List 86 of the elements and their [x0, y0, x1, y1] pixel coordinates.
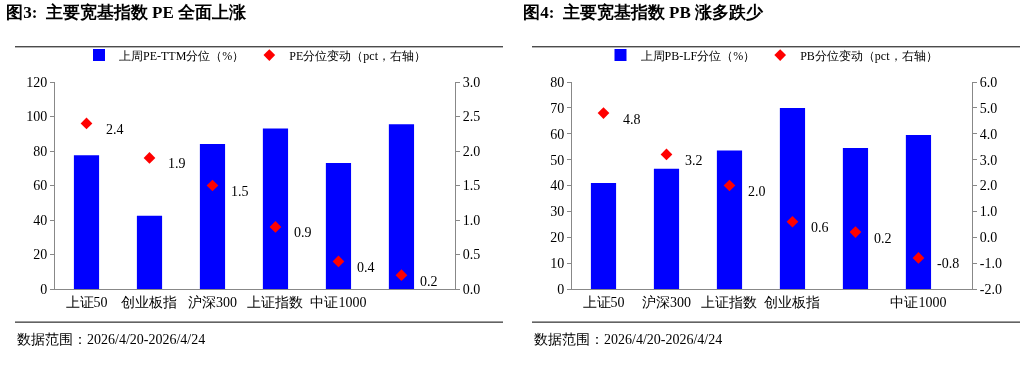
y2-tick-label: 1.0 — [462, 212, 481, 228]
data-label: 0.9 — [294, 225, 312, 240]
chart-title: 图4: 主要宽基指数 PB 涨多跌少 — [523, 2, 765, 22]
y2-tick-label: 2.0 — [462, 143, 481, 159]
x-tick-label: 上证50 — [65, 294, 108, 310]
y2-tick-label: 0.0 — [979, 230, 998, 246]
y2-tick-label: 0.0 — [462, 281, 481, 297]
data-label: 0.2 — [874, 231, 892, 246]
y2-tick-label: 6.0 — [979, 74, 998, 90]
x-tick-label: 中证1000 — [890, 294, 947, 310]
x-tick-label: 创业板指 — [764, 294, 821, 310]
y2-tick-label: 2.5 — [462, 109, 481, 125]
y-tick-label: 0 — [557, 281, 565, 297]
point — [332, 255, 345, 268]
y-tick-label: 30 — [550, 204, 565, 220]
bar — [779, 107, 806, 289]
text: 数据范围：2026/4/20-2026/4/24 — [534, 332, 723, 347]
bar — [590, 182, 617, 289]
y2-tick-label: 1.0 — [979, 204, 998, 220]
bar — [73, 155, 100, 289]
chart-title: 图3: 主要宽基指数 PE 全面上涨 — [6, 2, 248, 22]
y-tick-label: 0 — [40, 281, 48, 297]
x-tick-label: 上证指数 — [701, 294, 758, 310]
legend-label: PB分位变动（pct，右轴） — [800, 48, 938, 63]
y2-tick-label: -2.0 — [979, 281, 1002, 297]
y-tick-label: 20 — [33, 247, 48, 263]
y2-tick-label: 4.0 — [979, 126, 998, 142]
y2-tick-label: 0.5 — [462, 247, 481, 263]
bar — [653, 168, 680, 289]
y-tick-label: 40 — [550, 178, 565, 194]
y-tick-label: 20 — [550, 230, 565, 246]
y-tick-label: 50 — [550, 152, 565, 168]
x-tick-label: 上证50 — [582, 294, 625, 310]
y2-tick-label: 2.0 — [979, 178, 998, 194]
x-tick-label: 上证指数 — [247, 294, 304, 310]
y-tick-label: 80 — [550, 74, 565, 90]
y2-tick-label: -1.0 — [979, 256, 1002, 272]
data-label: 4.8 — [623, 112, 641, 127]
bar — [199, 144, 226, 289]
point — [80, 117, 93, 130]
data-label: 2.0 — [748, 184, 766, 199]
y-tick-label: 100 — [26, 109, 48, 125]
x-tick-label: 中证1000 — [310, 294, 367, 310]
legend-label: 上周PE-TTM分位（%） — [119, 48, 245, 63]
bar — [388, 124, 415, 289]
bar — [905, 135, 932, 289]
point — [723, 179, 736, 192]
point — [912, 252, 925, 264]
y-tick-label: 10 — [550, 256, 565, 272]
data-label: 1.5 — [231, 184, 249, 199]
y2-tick-label: 3.0 — [462, 74, 481, 90]
y-tick-label: 60 — [33, 178, 48, 194]
point — [849, 226, 862, 238]
bar — [842, 147, 869, 289]
legend-label: PE分位变动（pct，右轴） — [289, 48, 426, 63]
bar — [716, 150, 743, 289]
data-label: 3.2 — [685, 153, 703, 168]
data-label: -0.8 — [937, 256, 960, 271]
y-tick-label: 70 — [550, 100, 565, 116]
legend-label: 上周PB-LF分位（%） — [640, 48, 756, 63]
x-tick-label: 创业板指 — [121, 294, 178, 310]
point — [143, 152, 156, 164]
data-label: 2.4 — [106, 122, 124, 137]
text: 数据范围：2026/4/20-2026/4/24 — [17, 332, 206, 347]
y2-tick-label: 5.0 — [979, 100, 998, 116]
bar — [136, 215, 163, 289]
data-label: 0.2 — [420, 274, 438, 289]
point — [660, 148, 673, 161]
y2-tick-label: 3.0 — [979, 152, 998, 168]
data-label: 0.6 — [811, 220, 829, 235]
x-tick-label: 沪深300 — [187, 294, 237, 310]
bar — [325, 163, 352, 289]
point — [786, 215, 799, 228]
y-tick-label: 40 — [33, 212, 48, 228]
point — [206, 179, 219, 192]
point — [597, 107, 610, 119]
x-tick-label: 沪深300 — [641, 294, 691, 310]
data-label: 1.9 — [168, 156, 186, 171]
data-label: 0.4 — [357, 260, 375, 275]
bar — [262, 128, 289, 289]
point — [269, 221, 282, 233]
y-tick-label: 120 — [26, 74, 48, 90]
y-tick-label: 80 — [33, 143, 48, 159]
y2-tick-label: 1.5 — [462, 178, 481, 194]
y-tick-label: 60 — [550, 126, 565, 142]
point — [395, 269, 408, 282]
